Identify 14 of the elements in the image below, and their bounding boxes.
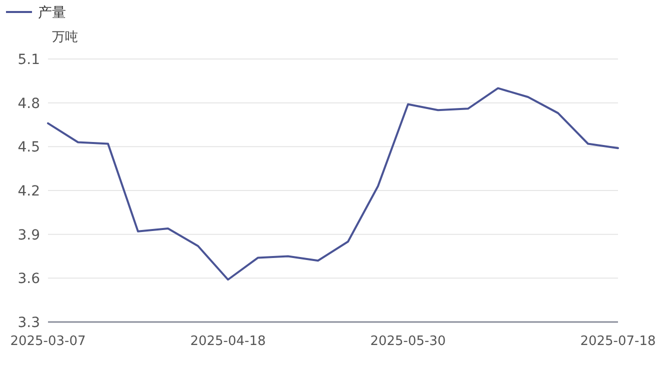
y-tick-label: 4.5 xyxy=(18,140,40,156)
y-tick-label: 4.8 xyxy=(18,96,40,112)
y-tick-label: 3.6 xyxy=(18,271,40,288)
x-tick-label: 2025-04-18 xyxy=(190,334,266,349)
line-series xyxy=(47,87,619,281)
x-tick-label: 2025-07-18 xyxy=(580,334,656,349)
x-tick-label: 2025-05-30 xyxy=(370,334,446,349)
legend-label: 产量 xyxy=(38,5,66,21)
y-tick-label: 3.9 xyxy=(18,227,40,244)
y-tick-label: 3.3 xyxy=(18,315,40,331)
y-axis-title: 万吨 xyxy=(52,30,78,45)
y-tick-label: 5.1 xyxy=(18,52,40,68)
y-tick-label: 4.2 xyxy=(18,184,40,200)
x-tick-label: 2025-03-07 xyxy=(10,334,86,349)
